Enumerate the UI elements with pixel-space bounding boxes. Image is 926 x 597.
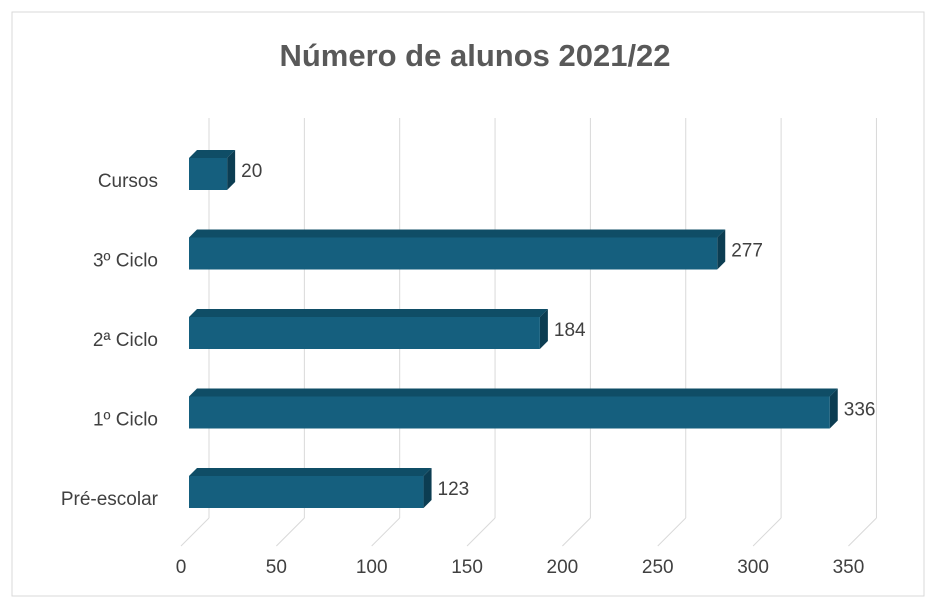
bar-top — [189, 229, 726, 238]
bar-side — [717, 229, 726, 270]
bar-top — [189, 150, 236, 158]
floor-line — [848, 517, 877, 547]
value-label: 20 — [241, 161, 262, 182]
y-tick-label: 1º Ciclo — [93, 410, 158, 431]
y-tick-label: Cursos — [98, 171, 158, 192]
bar-side — [227, 150, 236, 190]
floor-line — [657, 517, 687, 547]
x-tick-label: 350 — [833, 557, 865, 578]
bar-side — [423, 468, 432, 508]
bar-top — [189, 388, 838, 397]
x-tick-label: 100 — [356, 557, 388, 578]
bar-side — [829, 388, 838, 429]
floor-line — [752, 517, 782, 547]
x-tick-label: 50 — [266, 557, 287, 578]
y-tick-label: 3º Ciclo — [93, 251, 158, 272]
floor-line — [562, 517, 591, 547]
y-tick-label: Pré-escolar — [61, 489, 159, 510]
bar — [189, 237, 718, 270]
y-tick-label: 2ª Ciclo — [93, 330, 158, 351]
chart-frame — [11, 11, 925, 597]
floor-line — [275, 517, 305, 547]
value-label: 184 — [554, 320, 586, 341]
floor-line — [466, 517, 496, 547]
bar — [189, 158, 228, 190]
x-tick-label: 300 — [737, 557, 769, 578]
floor-line — [180, 517, 210, 547]
x-tick-label: 0 — [176, 557, 187, 578]
x-tick-label: 200 — [547, 557, 579, 578]
bar — [189, 317, 540, 349]
bar — [189, 476, 424, 508]
value-label: 277 — [731, 241, 763, 262]
bar-top — [189, 468, 432, 476]
x-tick-label: 150 — [451, 557, 483, 578]
bar-top — [189, 309, 548, 317]
bar — [189, 396, 830, 429]
floor-line — [371, 517, 401, 547]
bar-side — [539, 309, 548, 349]
chart-title: Número de alunos 2021/22 — [279, 38, 670, 73]
value-label: 336 — [844, 400, 876, 421]
value-label: 123 — [438, 479, 470, 500]
x-tick-label: 250 — [642, 557, 674, 578]
